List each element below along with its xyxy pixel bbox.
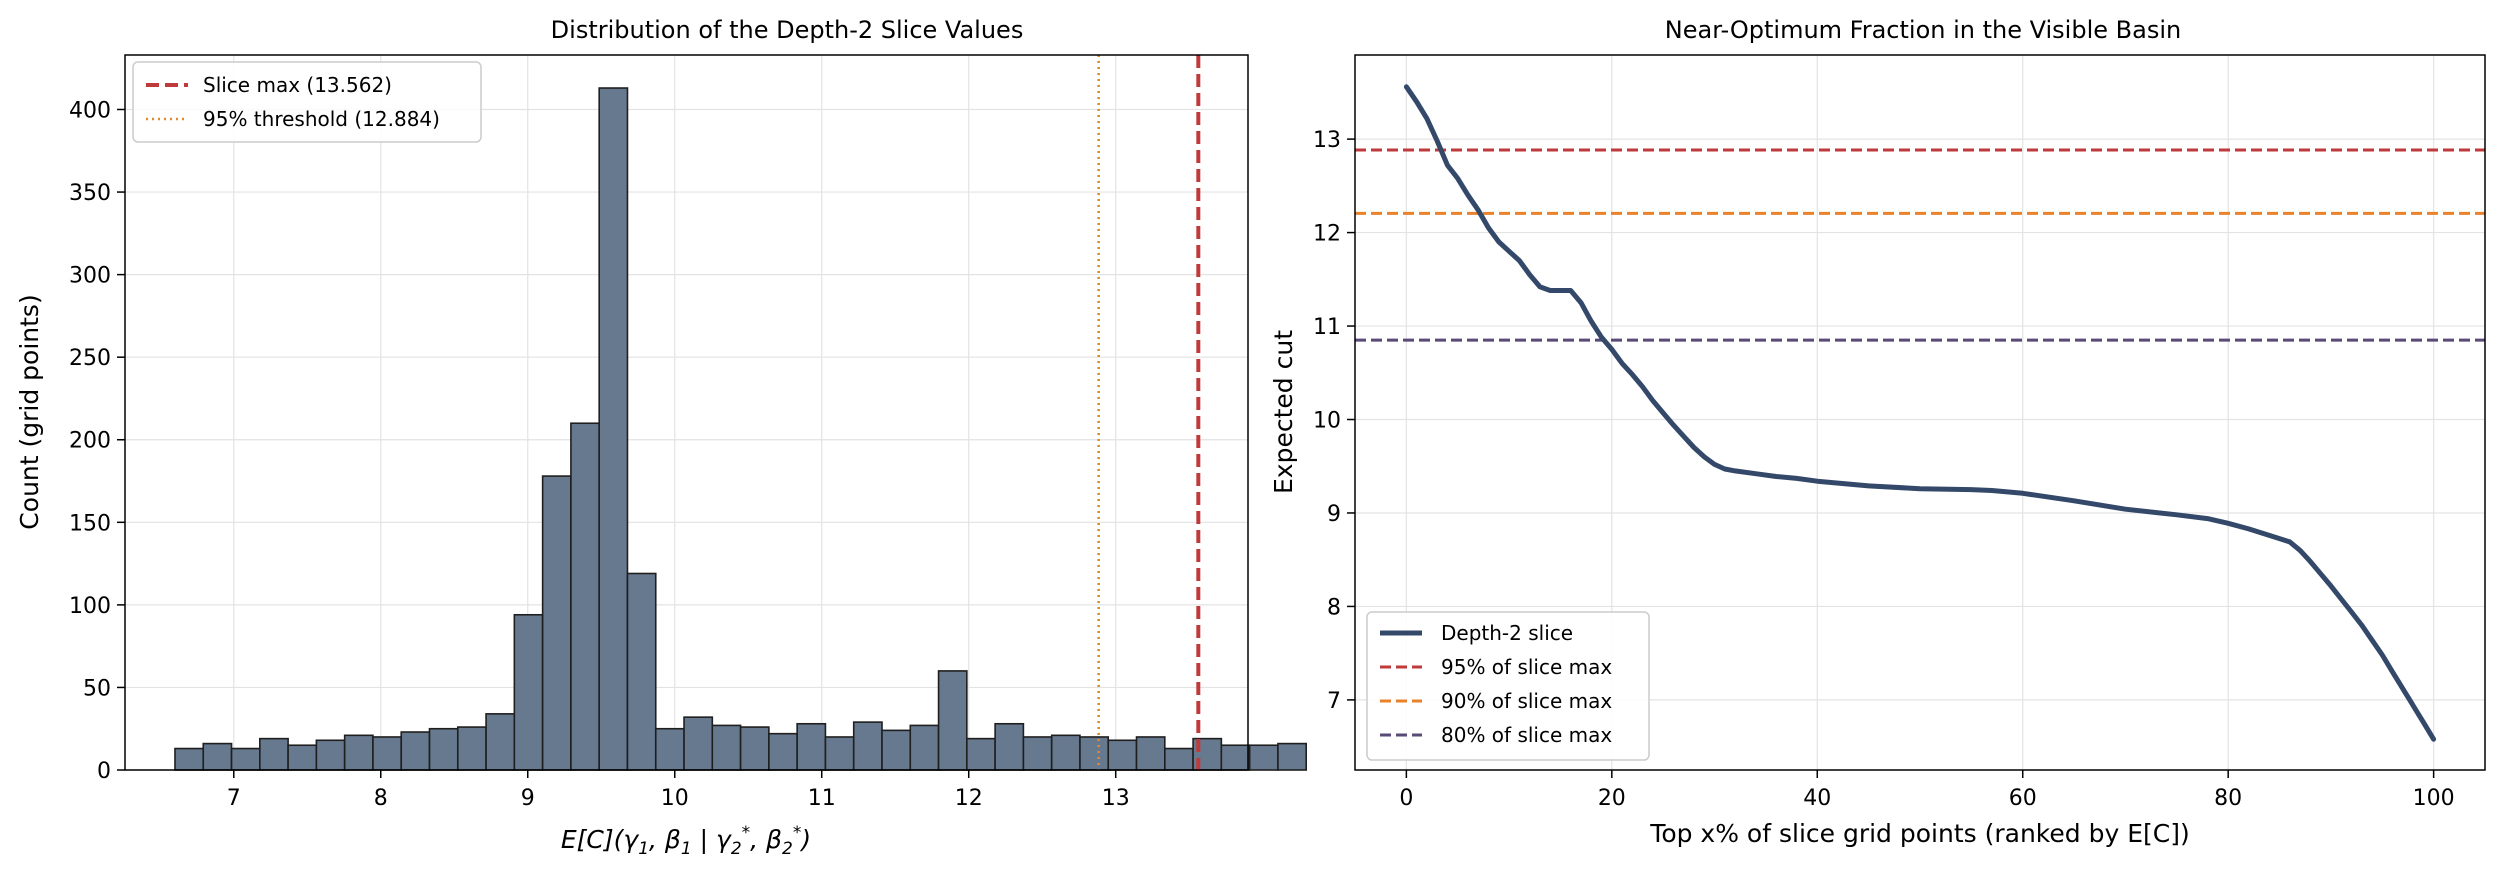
x-tick-label: 13 bbox=[1102, 786, 1130, 811]
y-tick-label: 11 bbox=[1313, 315, 1341, 340]
histogram-reference-lines bbox=[1097, 55, 1201, 770]
histogram-bar bbox=[343, 734, 374, 771]
line-chart-y-axis-label: Expected cut bbox=[1269, 330, 1298, 494]
line-chart-x-axis-label: Top x% of slice grid points (ranked by E… bbox=[1649, 819, 2189, 848]
histogram-bar bbox=[315, 739, 346, 771]
histogram-bar bbox=[570, 422, 600, 771]
histogram-bar bbox=[287, 744, 318, 771]
histogram-bar bbox=[909, 724, 940, 771]
legend-label: 80% of slice max bbox=[1441, 723, 1612, 747]
histogram-title: Distribution of the Depth-2 Slice Values bbox=[551, 16, 1024, 44]
x-tick-label: 7 bbox=[227, 786, 241, 811]
legend-box bbox=[132, 61, 482, 143]
x-tick-label: 60 bbox=[2009, 786, 2037, 811]
y-tick-label: 9 bbox=[1327, 502, 1341, 527]
line-chart-title: Near-Optimum Fraction in the Visible Bas… bbox=[1665, 16, 2181, 44]
histogram-x-ticks: 7 8 9 10 11 12 13 bbox=[227, 770, 1130, 811]
histogram-bar bbox=[852, 721, 883, 771]
histogram-bar bbox=[428, 727, 459, 771]
histogram-bar bbox=[400, 731, 431, 771]
legend-label: Slice max (13.562) bbox=[203, 73, 392, 97]
y-tick-label: 8 bbox=[1327, 595, 1341, 620]
x-tick-label: 9 bbox=[521, 786, 535, 811]
histogram-panel: Distribution of the Depth-2 Slice Values… bbox=[15, 16, 1308, 859]
histogram-bar bbox=[174, 747, 205, 771]
histogram-bar bbox=[485, 713, 516, 771]
histogram-bar bbox=[626, 572, 657, 771]
line-chart-legend: Depth-2 slice 95% of slice max 90% of slic… bbox=[1366, 611, 1650, 761]
histogram-bar bbox=[711, 724, 742, 771]
histogram-bar bbox=[456, 726, 487, 771]
y-tick-label: 50 bbox=[83, 676, 111, 701]
x-tick-label: 100 bbox=[2413, 786, 2455, 811]
line-chart-reference-lines bbox=[1355, 148, 2485, 342]
y-tick-label: 200 bbox=[69, 429, 111, 454]
histogram-bar bbox=[937, 670, 968, 771]
legend-label: 90% of slice max bbox=[1441, 689, 1612, 713]
legend-label: 95% of slice max bbox=[1441, 655, 1612, 679]
histogram-bar bbox=[824, 736, 855, 771]
histogram-bar bbox=[994, 722, 1025, 771]
histogram-bar bbox=[1164, 747, 1194, 771]
histogram-bar bbox=[881, 729, 912, 771]
y-tick-label: 10 bbox=[1313, 409, 1341, 434]
y-tick-label: 150 bbox=[69, 511, 111, 536]
x-tick-label: 11 bbox=[808, 786, 836, 811]
line-chart-series bbox=[1403, 84, 2437, 742]
histogram-bar bbox=[513, 613, 544, 771]
histogram-bar bbox=[1050, 734, 1081, 771]
histogram-grid bbox=[125, 55, 1248, 771]
x-tick-label: 0 bbox=[1399, 786, 1413, 811]
y-tick-label: 7 bbox=[1327, 689, 1341, 714]
histogram-bar bbox=[654, 727, 685, 771]
histogram-bar bbox=[372, 736, 403, 771]
legend-label: Depth-2 slice bbox=[1441, 621, 1573, 645]
histogram-bar bbox=[739, 726, 770, 771]
histogram-bar bbox=[796, 722, 827, 771]
series-line bbox=[1403, 84, 2437, 742]
histogram-bar bbox=[683, 716, 714, 771]
histogram-bar bbox=[259, 737, 289, 771]
y-tick-label: 300 bbox=[69, 264, 111, 289]
histogram-bar bbox=[1135, 736, 1166, 771]
line-chart-x-ticks: 0 20 40 60 80 100 bbox=[1399, 770, 2455, 811]
histogram-bar bbox=[202, 742, 233, 771]
histogram-bar bbox=[1277, 742, 1308, 771]
legend-box bbox=[1366, 611, 1650, 761]
line-chart-y-ticks: 7 8 9 10 11 12 13 bbox=[1313, 128, 1355, 714]
y-tick-label: 12 bbox=[1313, 222, 1341, 247]
y-tick-label: 13 bbox=[1313, 128, 1341, 153]
histogram-bar bbox=[541, 475, 572, 771]
y-tick-label: 400 bbox=[69, 98, 111, 123]
x-tick-label: 8 bbox=[374, 786, 388, 811]
x-tick-label: 20 bbox=[1598, 786, 1626, 811]
x-tick-label: 12 bbox=[955, 786, 983, 811]
histogram-bar bbox=[1107, 739, 1138, 771]
histogram-bar bbox=[1220, 744, 1251, 771]
y-tick-label: 250 bbox=[69, 346, 111, 371]
histogram-bar bbox=[1248, 744, 1279, 771]
line-chart-axes-frame bbox=[1354, 54, 2486, 771]
x-tick-label: 80 bbox=[2214, 786, 2242, 811]
legend-label: 95% threshold (12.884) bbox=[203, 107, 440, 131]
histogram-bar bbox=[598, 87, 629, 771]
histogram-legend: Slice max (13.562) 95% threshold (12.884) bbox=[132, 61, 482, 143]
histogram-x-axis-label: E[C](γ1, β1 | γ2*, β2*) bbox=[561, 823, 811, 859]
histogram-bar bbox=[768, 732, 798, 771]
line-panel: Near-Optimum Fraction in the Visible Bas… bbox=[1269, 16, 2486, 848]
histogram-bar bbox=[966, 737, 996, 771]
histogram-y-ticks: 0 50 100 150 200 250 300 350 400 bbox=[69, 98, 125, 784]
x-tick-label: 10 bbox=[661, 786, 689, 811]
x-tick-label: 40 bbox=[1803, 786, 1831, 811]
histogram-axes-frame bbox=[124, 54, 1249, 771]
y-tick-label: 350 bbox=[69, 181, 111, 206]
y-tick-label: 100 bbox=[69, 594, 111, 619]
histogram-bars bbox=[174, 87, 1308, 771]
histogram-bar bbox=[1079, 736, 1110, 771]
histogram-bar bbox=[230, 747, 261, 771]
histogram-bar bbox=[1022, 736, 1053, 771]
y-tick-label: 0 bbox=[97, 759, 111, 784]
histogram-y-axis-label: Count (grid points) bbox=[15, 294, 44, 529]
